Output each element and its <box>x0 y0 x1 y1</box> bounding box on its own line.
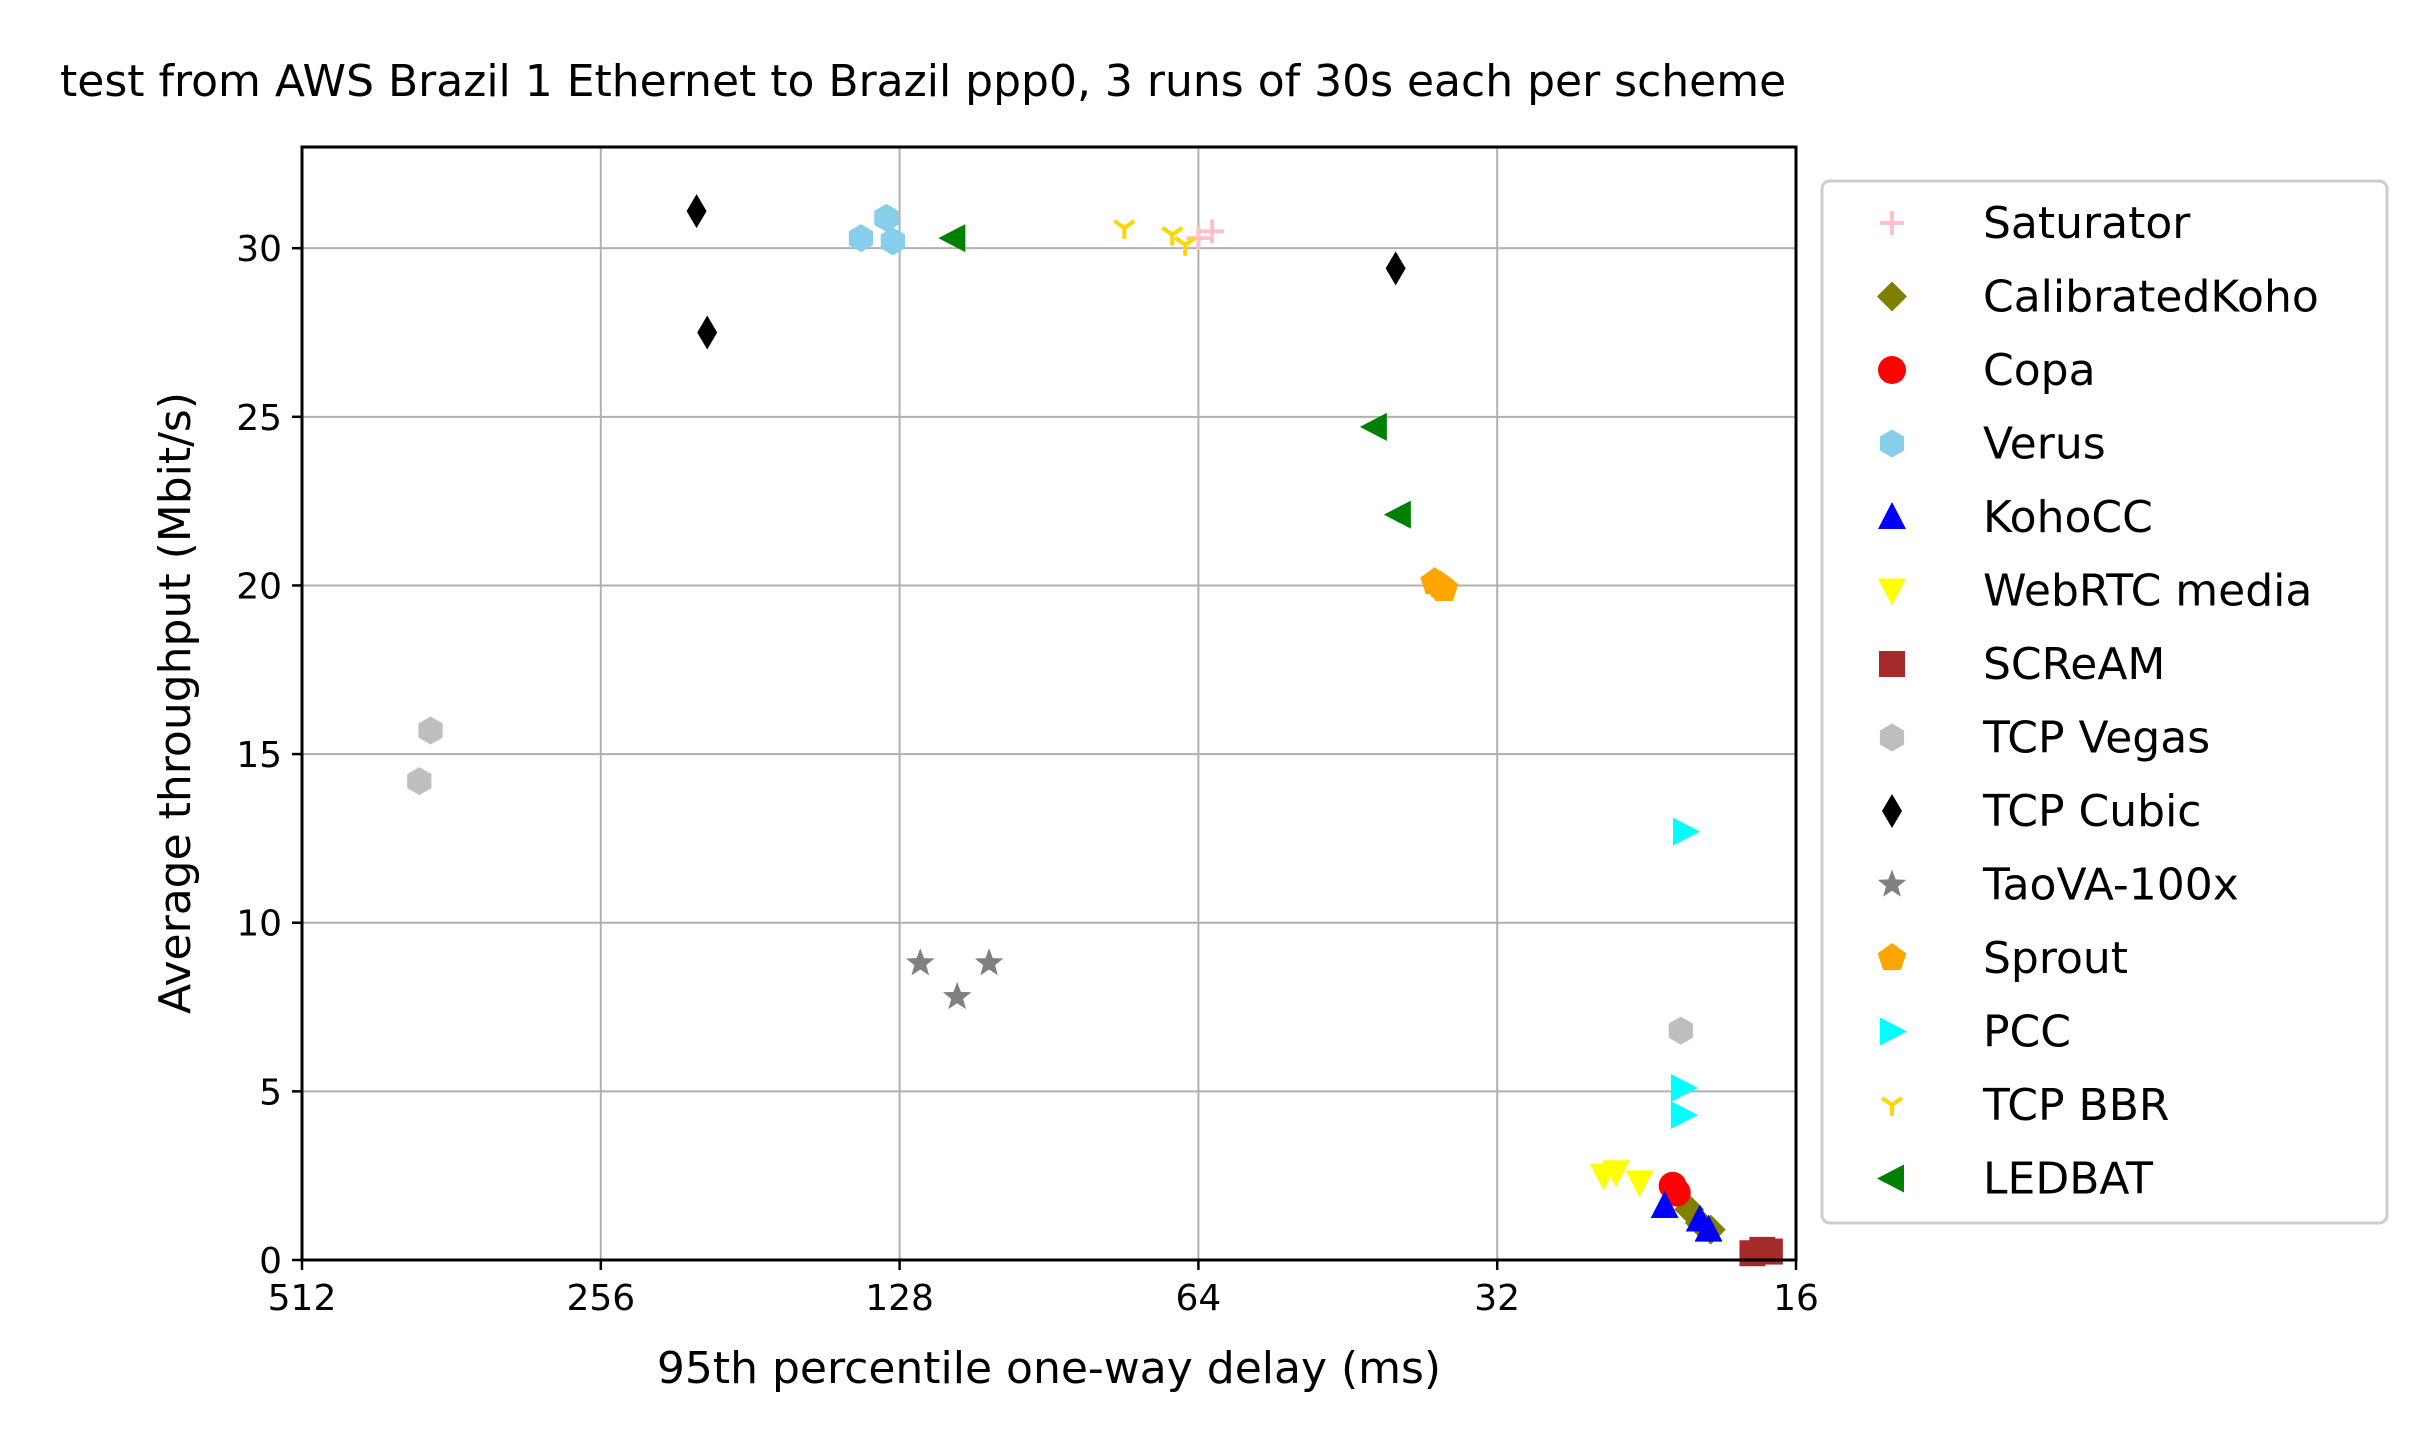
grid-lines <box>301 147 1797 1261</box>
point-tcp-bbr <box>1161 226 1184 246</box>
point-verus <box>874 203 899 232</box>
point-tcp-cubic <box>697 315 718 350</box>
point-tcp-bbr <box>1113 219 1136 239</box>
legend-marker-tcp-bbr <box>1880 1096 1904 1116</box>
legend-label-sprout: Sprout <box>1983 933 2128 984</box>
legend: Saturator CalibratedKoho Copa Verus KohoCC We… <box>1820 179 2389 1225</box>
legend-label-webrtc-media: WebRTC media <box>1983 566 2312 617</box>
x-tick-label: 128 <box>865 1278 934 1319</box>
x-axis-label: 95th percentile one-way delay (ms) <box>657 1343 1441 1394</box>
legend-label-saturator: Saturator <box>1983 198 2191 249</box>
x-axis-ticks: 512 256 128 64 32 16 <box>268 1260 1819 1319</box>
legend-marker-pcc <box>1880 1017 1907 1046</box>
legend-label-ledbat: LEDBAT <box>1983 1154 2153 1205</box>
point-tcp-vegas <box>418 716 443 745</box>
legend-label-copa: Copa <box>1983 345 2096 396</box>
point-kohocc <box>1694 1214 1723 1242</box>
point-tcp-cubic <box>1385 251 1406 286</box>
point-scream <box>1739 1240 1766 1267</box>
data-points <box>407 194 1783 1267</box>
legend-marker-webrtc-media <box>1878 578 1906 606</box>
point-ledbat <box>1359 412 1387 441</box>
legend-marker-tcp-vegas <box>1879 723 1905 752</box>
x-tick-label: 256 <box>566 1278 635 1319</box>
point-tcp-bbr <box>1173 236 1197 256</box>
point-verus <box>880 227 906 256</box>
point-webrtc-media <box>1625 1170 1654 1198</box>
axes-frame <box>300 145 1798 1262</box>
point-tcp-vegas <box>1668 1016 1693 1045</box>
x-tick-label: 64 <box>1175 1278 1221 1319</box>
point-ledbat <box>1383 500 1411 529</box>
point-ledbat <box>938 224 966 253</box>
legend-label-calibratedkoho: CalibratedKoho <box>1983 272 2319 323</box>
x-tick-label: 16 <box>1773 1278 1819 1319</box>
legend-marker-calibratedkoho <box>1877 281 1907 312</box>
point-sprout <box>1429 573 1459 601</box>
legend-label-tcp-cubic: TCP Cubic <box>1982 786 2202 837</box>
legend-marker-sprout <box>1877 943 1907 971</box>
legend-label-kohocc: KohoCC <box>1983 492 2153 543</box>
legend-marker-scream <box>1879 651 1905 677</box>
point-pcc <box>1672 817 1700 846</box>
point-webrtc-media <box>1601 1160 1630 1188</box>
legend-marker-saturator <box>1880 211 1904 235</box>
y-axis-ticks: 0 5 10 15 20 25 30 <box>236 229 302 1282</box>
y-axis-label: Average throughput (Mbit/s) <box>150 392 201 1014</box>
y-tick-label: 30 <box>236 229 282 270</box>
legend-label-pcc: PCC <box>1983 1007 2071 1058</box>
point-taova-100x <box>942 981 972 1010</box>
y-tick-label: 0 <box>259 1241 282 1282</box>
x-tick-label: 32 <box>1474 1278 1520 1319</box>
legend-label-tcp-vegas: TCP Vegas <box>1982 713 2210 764</box>
legend-marker-kohocc <box>1878 502 1906 529</box>
legend-marker-verus <box>1879 429 1905 458</box>
point-tcp-cubic <box>686 194 707 229</box>
legend-label-verus: Verus <box>1983 419 2106 470</box>
chart-title: test from AWS Brazil 1 Ethernet to Brazi… <box>60 56 1786 107</box>
y-tick-label: 20 <box>236 566 282 607</box>
legend-marker-ledbat <box>1877 1164 1904 1193</box>
point-saturator <box>1186 226 1211 251</box>
y-tick-label: 5 <box>259 1072 282 1113</box>
legend-label-scream: SCReAM <box>1983 639 2165 690</box>
legend-label-taova-100x: TaoVA-100x <box>1982 860 2239 911</box>
legend-marker-tcp-cubic <box>1882 794 1902 828</box>
point-pcc <box>1670 1100 1698 1129</box>
point-taova-100x <box>906 948 935 976</box>
y-tick-label: 25 <box>236 398 282 439</box>
point-tcp-vegas <box>407 767 432 796</box>
legend-box <box>1820 179 2389 1225</box>
point-taova-100x <box>974 948 1004 976</box>
legend-marker-copa <box>1878 356 1906 384</box>
x-tick-label: 512 <box>268 1278 337 1319</box>
legend-marker-taova-100x <box>1877 869 1907 897</box>
point-kohocc <box>1650 1191 1679 1219</box>
point-pcc <box>1670 1073 1698 1102</box>
legend-label-tcp-bbr: TCP BBR <box>1982 1080 2169 1131</box>
point-saturator <box>1200 219 1225 244</box>
point-copa <box>1662 1178 1691 1207</box>
point-verus <box>848 224 874 253</box>
y-tick-label: 10 <box>236 904 282 945</box>
y-tick-label: 15 <box>236 735 282 776</box>
